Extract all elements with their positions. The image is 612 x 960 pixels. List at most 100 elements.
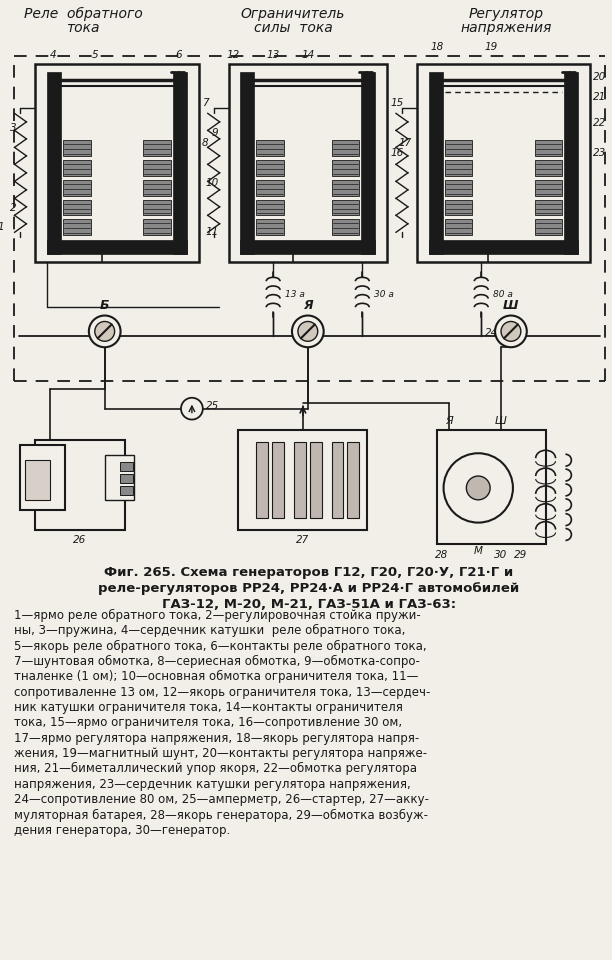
Text: 29: 29 (514, 550, 528, 561)
Text: 6: 6 (176, 50, 182, 60)
Bar (436, 430, 546, 544)
Text: ник катушки ограничителя тока, 14—контакты ограничителя: ник катушки ограничителя тока, 14—контак… (13, 701, 403, 714)
Text: 17—ярмо регулятора напряжения, 18—якорь регулятора напря-: 17—ярмо регулятора напряжения, 18—якорь … (13, 732, 419, 745)
Bar (105, 455, 135, 500)
Text: 21: 21 (593, 91, 606, 102)
Text: Б: Б (100, 299, 110, 312)
Text: 25: 25 (206, 400, 219, 411)
Text: 10: 10 (206, 178, 218, 188)
Bar (256, 140, 284, 156)
Text: 11: 11 (206, 228, 218, 237)
Circle shape (95, 322, 114, 342)
Text: 2: 2 (10, 203, 17, 212)
Text: муляторная батарея, 28—якорь генератора, 29—обмотка возбуж-: муляторная батарея, 28—якорь генератора,… (13, 808, 428, 822)
Circle shape (444, 453, 513, 522)
Bar (332, 160, 359, 176)
Bar (256, 180, 284, 196)
Bar (348, 443, 359, 517)
Bar (417, 64, 590, 262)
Text: тока: тока (66, 21, 100, 36)
Text: Фиг. 265. Схема генераторов Г12, Г20, Г20·У, Г21·Г и: Фиг. 265. Схема генераторов Г12, Г20, Г2… (104, 566, 513, 579)
Circle shape (495, 316, 527, 348)
Text: 1—ярмо реле обратного тока, 2—регулировочная стойка пружи-: 1—ярмо реле обратного тока, 2—регулирово… (13, 609, 420, 622)
Bar (535, 220, 562, 235)
Bar (332, 443, 343, 517)
Text: ния, 21—биметаллический упор якоря, 22—обмотка регулятора: ния, 21—биметаллический упор якоря, 22—о… (13, 762, 417, 776)
Text: Регулятор: Регулятор (468, 8, 543, 21)
Bar (332, 220, 359, 235)
Bar (63, 180, 91, 196)
Text: 4: 4 (50, 50, 56, 60)
Text: Я: Я (445, 417, 452, 426)
Text: 80 а: 80 а (493, 290, 513, 299)
Circle shape (292, 316, 324, 348)
Text: 28: 28 (435, 550, 448, 561)
Text: Я: Я (303, 299, 313, 312)
Bar (535, 140, 562, 156)
Text: 18: 18 (430, 42, 443, 52)
Bar (564, 72, 578, 254)
Text: 24: 24 (485, 328, 498, 339)
Bar (119, 486, 133, 494)
Bar (143, 200, 171, 215)
Bar (228, 64, 387, 262)
Text: 3: 3 (10, 123, 17, 133)
Bar (428, 240, 578, 254)
Text: сопротиваленне 13 ом, 12—якорь ограничителя тока, 13—сердеч-: сопротиваленне 13 ом, 12—якорь ограничит… (13, 685, 430, 699)
Text: 16: 16 (390, 148, 403, 158)
Text: напряжения, 23—сердечник катушки регулятора напряжения,: напряжения, 23—сердечник катушки регулят… (13, 778, 410, 791)
Bar (26, 460, 50, 500)
Text: тналенке (1 ом); 10—основная обмотка ограничителя тока, 11—: тналенке (1 ом); 10—основная обмотка огр… (13, 670, 418, 684)
Text: реле-регуляторов РР24, РР24·А и РР24·Г автомобилей: реле-регуляторов РР24, РР24·А и РР24·Г а… (98, 582, 520, 595)
Text: Реле  обратного: Реле обратного (23, 8, 142, 21)
Bar (256, 160, 284, 176)
Text: 30 а: 30 а (374, 290, 394, 299)
Text: ны, 3—пружина, 4—сердечник катушки  реле обратного тока,: ны, 3—пружина, 4—сердечник катушки реле … (13, 624, 405, 637)
Text: дения генератора, 30—генератор.: дения генератора, 30—генератор. (13, 824, 230, 837)
Bar (20, 445, 65, 510)
Bar (63, 200, 91, 215)
Bar (535, 180, 562, 196)
Bar (256, 443, 268, 517)
Bar (63, 220, 91, 235)
Text: 27: 27 (296, 536, 310, 545)
Bar (241, 240, 375, 254)
Text: 26: 26 (73, 536, 86, 545)
Bar (47, 240, 187, 254)
Bar (241, 72, 255, 254)
Bar (47, 72, 61, 254)
Text: 23: 23 (593, 148, 606, 158)
Bar (332, 180, 359, 196)
Circle shape (466, 476, 490, 500)
Text: 22: 22 (593, 118, 606, 129)
Bar (444, 160, 472, 176)
Text: 15: 15 (390, 99, 403, 108)
Text: тока, 15—ярмо ограничителя тока, 16—сопротивление 30 ом,: тока, 15—ярмо ограничителя тока, 16—сопр… (13, 716, 401, 730)
Bar (444, 200, 472, 215)
Bar (63, 160, 91, 176)
Text: ГАЗ-12, М-20, М-21, ГАЗ-51А и ГАЗ-63:: ГАЗ-12, М-20, М-21, ГАЗ-51А и ГАЗ-63: (162, 598, 456, 611)
Bar (535, 160, 562, 176)
Circle shape (89, 316, 121, 348)
Bar (294, 443, 306, 517)
Bar (35, 64, 199, 262)
Bar (444, 180, 472, 196)
Bar (63, 140, 91, 156)
Text: 7: 7 (202, 99, 209, 108)
Bar (361, 72, 375, 254)
Text: Ограничитель: Ограничитель (241, 8, 345, 21)
Text: силы  тока: силы тока (253, 21, 332, 36)
Bar (310, 443, 322, 517)
Text: Ш: Ш (495, 417, 507, 426)
Text: 20: 20 (593, 72, 606, 82)
Bar (143, 140, 171, 156)
Circle shape (298, 322, 318, 342)
Text: 12: 12 (227, 50, 240, 60)
Bar (143, 160, 171, 176)
Bar (119, 462, 133, 471)
Text: 9: 9 (212, 129, 218, 138)
Bar (119, 474, 133, 483)
Bar (272, 443, 284, 517)
Text: 30: 30 (494, 550, 508, 561)
Text: М: М (474, 546, 483, 557)
